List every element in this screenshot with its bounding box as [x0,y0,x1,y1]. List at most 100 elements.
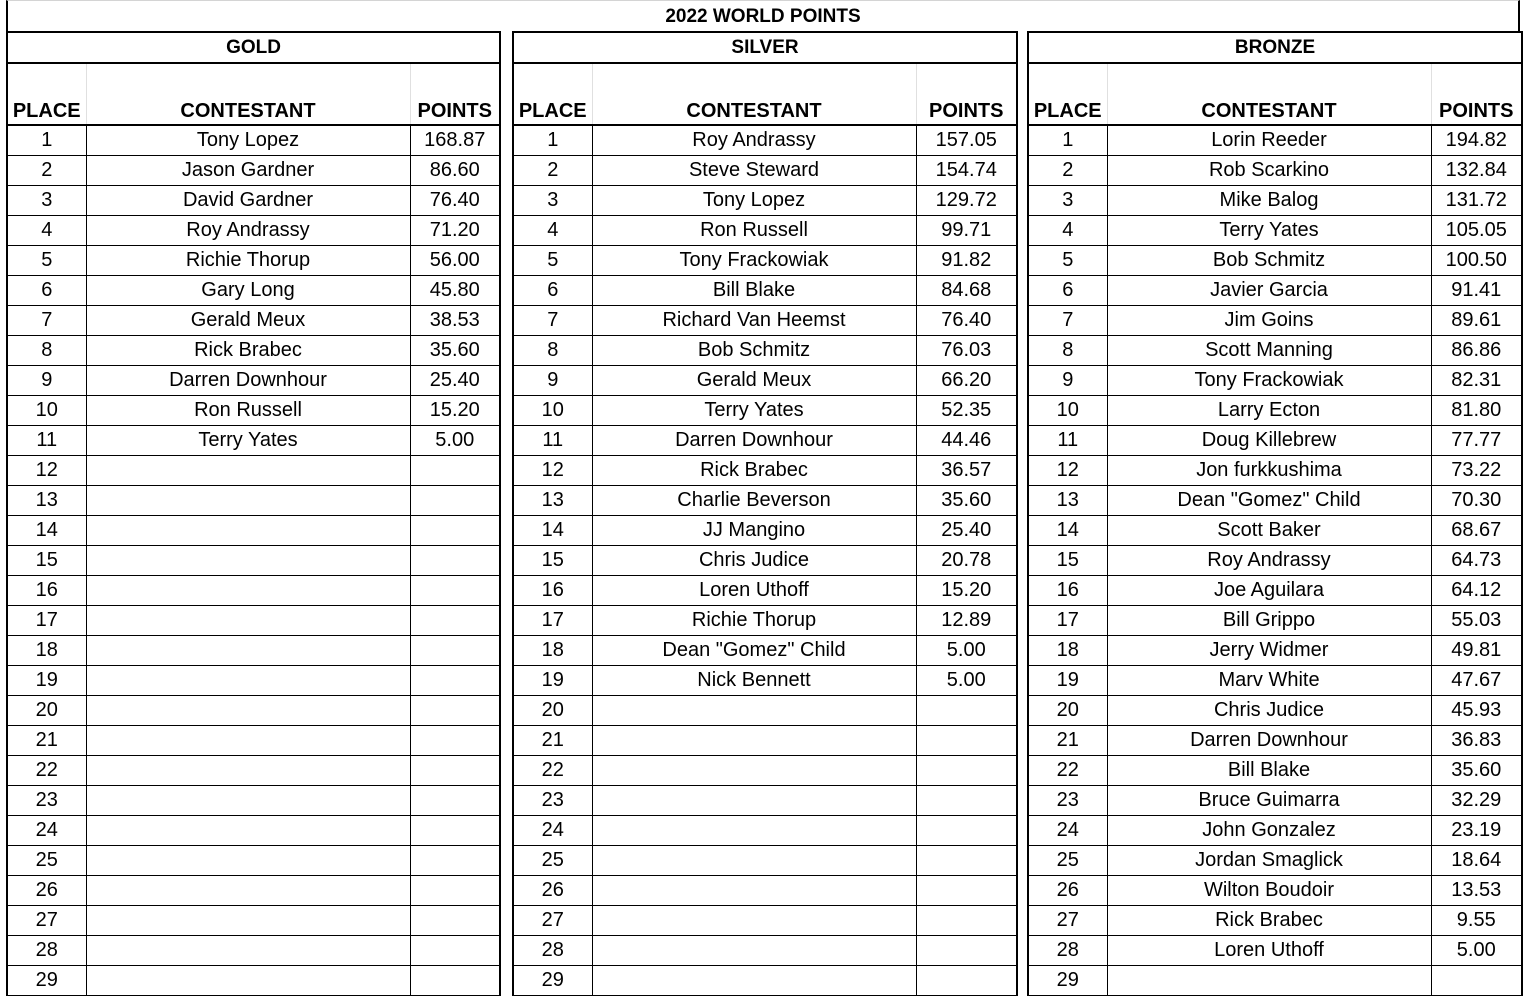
place-cell: 24 [6,815,86,846]
table-row: 1 Roy Andrassy 157.05 [512,125,1019,156]
place-cell: 10 [512,395,592,426]
contestant-cell: Dean "Gomez" Child [1106,485,1431,516]
contestant-cell: Chris Judice [1106,695,1431,726]
contestant-cell: Darren Downhour [85,365,410,396]
contestant-cell [85,905,410,936]
contestant-cell: Jason Gardner [85,155,410,186]
points-cell [409,455,502,486]
table-row: 14 JJ Mangino 25.40 [512,515,1019,546]
points-cell [915,845,1019,876]
place-cell: 16 [512,575,592,606]
points-cell: 36.83 [1430,725,1524,756]
section-title: BRONZE [1026,31,1524,64]
contestant-cell: Doug Killebrew [1106,425,1431,456]
contestant-cell: Bill Blake [1106,755,1431,786]
table-row: 8 Scott Manning 86.86 [1027,335,1524,366]
contestant-cell: Tony Lopez [591,185,916,216]
contestant-cell [591,785,916,816]
points-cell [409,695,502,726]
table-row: 29 [512,965,1019,996]
table-row: 7 Richard Van Heemst 76.40 [512,305,1019,336]
contestant-cell [591,815,916,846]
contestant-cell: Joe Aguilara [1106,575,1431,606]
table-row: 9 Gerald Meux 66.20 [512,365,1019,396]
table-row: 4 Roy Andrassy 71.20 [6,215,502,246]
bronze-section: BRONZE PLACE CONTESTANT POINTS 1 Lorin Reeder… [1026,31,1524,996]
table-row: 29 [6,965,502,996]
place-cell: 11 [1027,425,1107,456]
points-cell: 91.41 [1430,275,1524,306]
column-header-points: POINTS [915,63,1019,126]
place-cell: 20 [6,695,86,726]
table-row: 10 Ron Russell 15.20 [6,395,502,426]
table-row: 1 Tony Lopez 168.87 [6,125,502,156]
table-row: 3 Tony Lopez 129.72 [512,185,1019,216]
contestant-cell [85,515,410,546]
column-header-row: PLACE CONTESTANT POINTS [1027,63,1524,126]
column-header-contestant: CONTESTANT [85,63,410,126]
table-row: 14 [6,515,502,546]
contestant-cell: John Gonzalez [1106,815,1431,846]
points-cell [409,485,502,516]
section-title: GOLD [5,31,502,64]
place-cell: 14 [1027,515,1107,546]
contestant-cell: Terry Yates [591,395,916,426]
table-row: 3 Mike Balog 131.72 [1027,185,1524,216]
table-row: 11 Darren Downhour 44.46 [512,425,1019,456]
column-header-row: PLACE CONTESTANT POINTS [512,63,1019,126]
contestant-cell: Dean "Gomez" Child [591,635,916,666]
contestant-cell: Javier Garcia [1106,275,1431,306]
place-cell: 12 [1027,455,1107,486]
table-row: 11 Doug Killebrew 77.77 [1027,425,1524,456]
place-cell: 3 [6,185,86,216]
place-cell: 22 [6,755,86,786]
table-row: 10 Terry Yates 52.35 [512,395,1019,426]
table-row: 1 Lorin Reeder 194.82 [1027,125,1524,156]
contestant-cell [85,935,410,966]
place-cell: 26 [1027,875,1107,906]
place-cell: 6 [1027,275,1107,306]
contestant-cell: Jim Goins [1106,305,1431,336]
contestant-cell: Wilton Boudoir [1106,875,1431,906]
table-row: 26 [6,875,502,906]
points-cell: 194.82 [1430,125,1524,156]
table-row: 15 [6,545,502,576]
place-cell: 18 [1027,635,1107,666]
points-cell [409,545,502,576]
points-cell: 55.03 [1430,605,1524,636]
points-cell: 45.80 [409,275,502,306]
section-header-row: BRONZE [1026,31,1524,64]
contestant-cell: Rick Brabec [591,455,916,486]
contestant-cell [85,695,410,726]
points-cell: 5.00 [915,635,1019,666]
place-cell: 28 [6,935,86,966]
points-cell: 5.00 [409,425,502,456]
table-row: 22 [512,755,1019,786]
table-row: 28 [6,935,502,966]
contestant-cell: Loren Uthoff [591,575,916,606]
table-row: 27 Rick Brabec 9.55 [1027,905,1524,936]
contestant-cell: Mike Balog [1106,185,1431,216]
place-cell: 19 [6,665,86,696]
column-header-place: PLACE [6,63,86,126]
points-cell: 15.20 [409,395,502,426]
place-cell: 3 [1027,185,1107,216]
place-cell: 9 [512,365,592,396]
table-row: 23 [512,785,1019,816]
place-cell: 9 [1027,365,1107,396]
table-row: 13 Dean "Gomez" Child 70.30 [1027,485,1524,516]
place-cell: 13 [6,485,86,516]
contestant-cell: Loren Uthoff [1106,935,1431,966]
table-row: 18 [6,635,502,666]
place-cell: 28 [1027,935,1107,966]
contestant-cell: Bill Grippo [1106,605,1431,636]
points-cell [409,815,502,846]
place-cell: 15 [6,545,86,576]
contestant-cell: Bob Schmitz [1106,245,1431,276]
table-row: 19 Nick Bennett 5.00 [512,665,1019,696]
points-cell: 105.05 [1430,215,1524,246]
contestant-cell: Richard Van Heemst [591,305,916,336]
contestant-cell: Tony Lopez [85,125,410,156]
section-title: SILVER [511,31,1019,64]
contestant-cell: Jordan Smaglick [1106,845,1431,876]
